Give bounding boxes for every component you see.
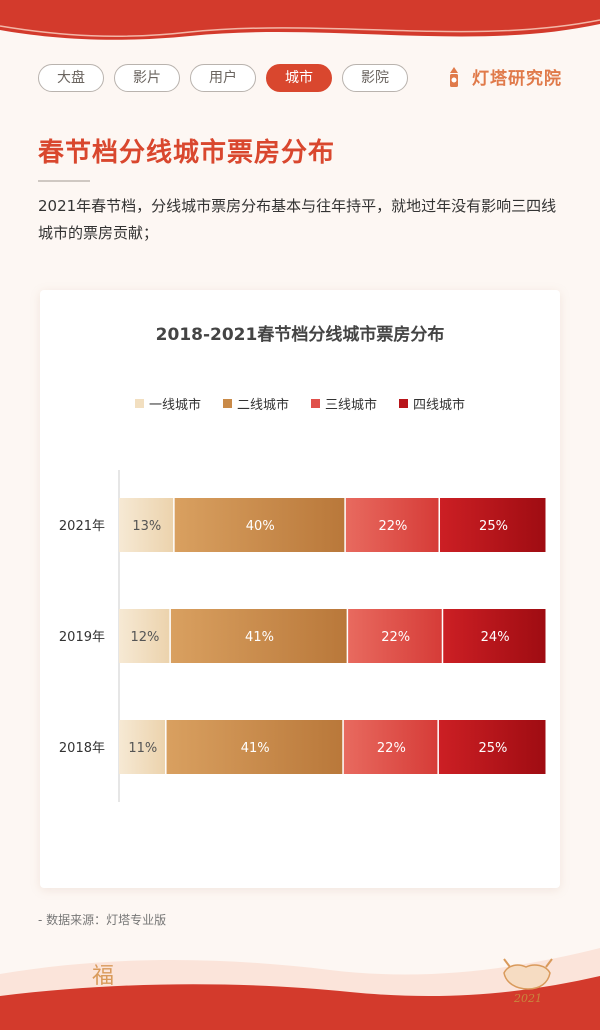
legend-label: 四线城市 (413, 398, 466, 413)
brand-logo: 灯塔研究院 (442, 64, 562, 89)
legend-label: 三线城市 (325, 398, 378, 413)
tab-films[interactable]: 影片 (114, 64, 180, 92)
bar-segment (119, 609, 170, 663)
legend-label: 一线城市 (148, 398, 201, 413)
bar-segment (348, 609, 442, 663)
y-tick-label: 2018年 (59, 741, 105, 756)
chart-legend: 一线城市 二线城市 三线城市 四线城市 (40, 394, 560, 413)
brand-name: 灯塔研究院 (472, 69, 562, 89)
tab-users[interactable]: 用户 (190, 64, 256, 92)
tab-cinemas[interactable]: 影院 (342, 64, 408, 92)
data-label: 22% (377, 741, 406, 756)
data-label: 40% (246, 519, 275, 534)
year-mark: 2021 (513, 992, 542, 1005)
bar-segment (119, 720, 166, 774)
data-label: 22% (378, 519, 407, 534)
data-label: 12% (130, 630, 159, 645)
data-source-note: - 数据来源：灯塔专业版 (38, 913, 167, 927)
y-tick-label: 2019年 (59, 630, 105, 645)
legend-swatch (399, 399, 409, 408)
legend-item: 二线城市 (222, 394, 289, 413)
chart-card: 2021年 13% 40% 22% 25% 2019年 12% 41% 22% 24% 2018年 1… (40, 290, 560, 888)
bar-segment (438, 720, 546, 774)
tab-cities[interactable]: 城市 (266, 64, 332, 92)
top-wave-decoration (0, 0, 600, 40)
chart-title: 2018-2021春节档分线城市票房分布 (155, 325, 445, 345)
data-label: 25% (479, 519, 508, 534)
bar-segment (174, 498, 345, 552)
legend-item: 四线城市 (399, 394, 465, 413)
page-title: 春节档分线城市票房分布 (38, 138, 336, 168)
y-tick-label: 2021年 (59, 519, 105, 534)
bar-segment (343, 720, 438, 774)
legend-swatch (222, 399, 232, 408)
legend-swatch (311, 399, 320, 408)
bar-segment (119, 498, 174, 552)
data-label: 11% (128, 741, 157, 756)
category-tabs: 大盘 影片 用户 城市 影院 (38, 64, 408, 92)
bar-segment (345, 498, 439, 552)
data-label: 24% (481, 630, 510, 645)
data-label: 25% (479, 741, 508, 756)
intro-text: 2021年春节档，分线城市票房分布基本与往年持平，就地过年没有影响三四线城市的票… (38, 197, 557, 242)
data-label: 22% (381, 630, 410, 645)
bar-segment (166, 720, 343, 774)
stacked-bar-chart: 2021年 13% 40% 22% 25% 2019年 12% 41% 22% 24% 2018年 1… (59, 470, 546, 802)
tab-overview[interactable]: 大盘 (38, 64, 104, 92)
legend-label: 二线城市 (236, 398, 289, 413)
title-divider (38, 180, 90, 182)
data-label: 41% (241, 741, 270, 756)
bar-segment (170, 609, 347, 663)
data-label: 41% (245, 630, 274, 645)
bar-segment (440, 498, 546, 552)
bar-segment (443, 609, 546, 663)
bottom-wave-decoration (0, 948, 600, 1030)
legend-swatch (134, 399, 144, 408)
legend-item: 一线城市 (134, 394, 201, 413)
data-label: 13% (132, 519, 161, 534)
lighthouse-logo-icon (450, 66, 458, 87)
legend-item: 三线城市 (311, 394, 377, 413)
ox-year-icon: 2021 (503, 958, 553, 1005)
fu-character-decoration: 福 (92, 964, 115, 989)
